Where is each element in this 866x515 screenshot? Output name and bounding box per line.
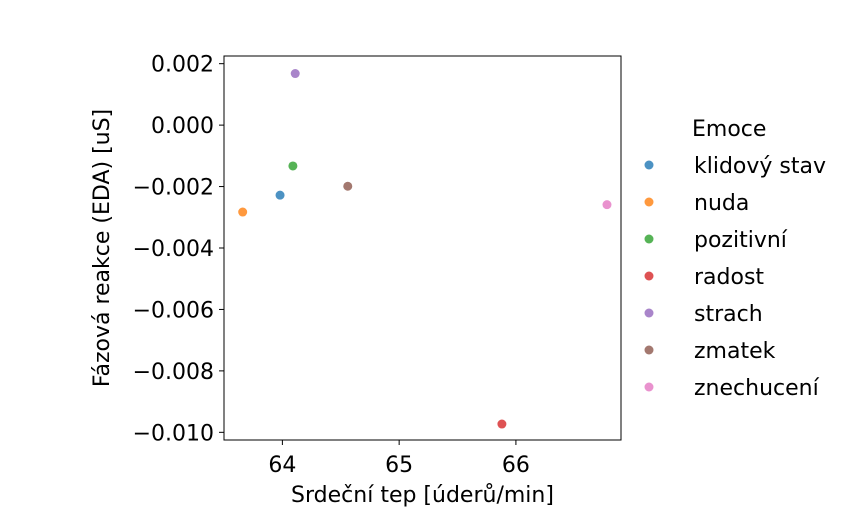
y-tick-label: −0.004 (133, 237, 214, 262)
y-tick-label: −0.006 (133, 298, 214, 323)
points-layer (238, 69, 612, 429)
x-tick-label: 66 (502, 453, 530, 478)
data-point-1 (238, 207, 248, 217)
legend-label: znechucení (694, 376, 820, 401)
legend-label: zmatek (694, 339, 776, 364)
legend-marker (644, 234, 654, 244)
y-tick-label: 0.000 (151, 114, 214, 139)
data-point-0 (275, 190, 285, 200)
legend-label: strach (694, 302, 763, 327)
y-tick-label: −0.008 (133, 360, 214, 385)
legend-label: pozitivní (694, 228, 788, 253)
x-axis-title: Srdeční tep [úderů/min] (291, 483, 554, 508)
plot-area (224, 56, 621, 440)
legend-label: klidový stav (694, 154, 826, 179)
data-point-4 (290, 69, 300, 79)
legend-label: nuda (694, 191, 749, 216)
data-point-5 (343, 181, 353, 191)
legend-title: Emoce (692, 117, 766, 142)
legend-label: radost (694, 265, 764, 290)
y-tick-label: −0.010 (133, 421, 214, 446)
legend-marker (644, 382, 654, 392)
legend-marker (644, 271, 654, 281)
legend-marker (644, 197, 654, 207)
y-axis-title: Fázová reakce (EDA) [uS] (90, 109, 115, 387)
y-tick-label: 0.002 (151, 53, 214, 78)
legend: Emoce klidový stav nuda pozitivní radost str… (644, 117, 826, 401)
legend-marker (644, 160, 654, 170)
x-tick-label: 65 (385, 453, 413, 478)
data-point-2 (288, 161, 298, 171)
y-ticks: 0.002 0.000 −0.002 −0.004 −0.006 −0.008 −0.010 (133, 53, 224, 446)
legend-marker (644, 345, 654, 355)
y-tick-label: −0.002 (133, 176, 214, 201)
x-ticks: 64 65 66 (268, 440, 530, 478)
x-tick-label: 64 (268, 453, 296, 478)
data-point-6 (602, 200, 612, 210)
data-point-3 (497, 419, 507, 429)
legend-marker (644, 308, 654, 318)
